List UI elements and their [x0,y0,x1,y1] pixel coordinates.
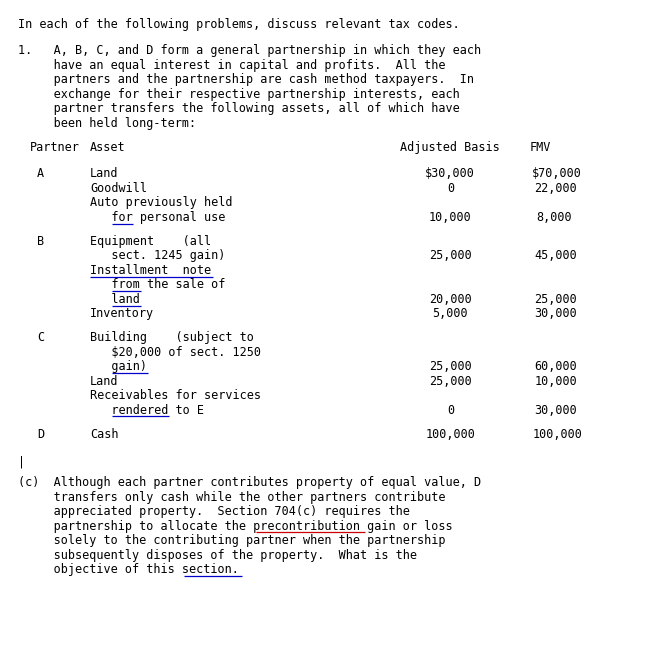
Text: transfers only cash while the other partners contribute: transfers only cash while the other part… [18,491,446,504]
Text: have an equal interest in capital and profits.  All the: have an equal interest in capital and pr… [18,58,446,71]
Text: Equipment    (all: Equipment (all [90,234,211,248]
Text: Inventory: Inventory [90,307,154,320]
Text: sect. 1245 gain): sect. 1245 gain) [90,250,225,262]
Text: objective of this section.: objective of this section. [18,563,239,576]
Text: Building    (subject to: Building (subject to [90,331,254,344]
Text: 22,000: 22,000 [535,182,577,195]
Text: FMV: FMV [530,141,551,154]
Text: exchange for their respective partnership interests, each: exchange for their respective partnershi… [18,88,460,101]
Text: 25,000: 25,000 [429,360,472,373]
Text: 8,000: 8,000 [537,211,572,224]
Text: 25,000: 25,000 [429,375,472,388]
Text: for personal use: for personal use [90,211,225,224]
Text: Partner: Partner [30,141,80,154]
Text: $20,000 of sect. 1250: $20,000 of sect. 1250 [90,346,261,359]
Text: 20,000: 20,000 [429,293,472,306]
Text: 100,000: 100,000 [425,428,475,441]
Text: 60,000: 60,000 [535,360,577,373]
Text: C: C [37,331,44,344]
Text: appreciated property.  Section 704(c) requires the: appreciated property. Section 704(c) req… [18,505,410,518]
Text: partnership to allocate the precontribution gain or loss: partnership to allocate the precontribut… [18,519,453,533]
Text: 45,000: 45,000 [535,250,577,262]
Text: rendered to E: rendered to E [90,403,204,417]
Text: Cash: Cash [90,428,118,441]
Text: Installment  note: Installment note [90,264,211,277]
Text: D: D [37,428,44,441]
Text: Land: Land [90,167,118,180]
Text: B: B [37,234,44,248]
Text: partners and the partnership are cash method taxpayers.  In: partners and the partnership are cash me… [18,73,474,86]
Text: In each of the following problems, discuss relevant tax codes.: In each of the following problems, discu… [18,18,460,31]
Text: been held long-term:: been held long-term: [18,117,196,130]
Text: Asset: Asset [90,141,126,154]
Text: gain): gain) [90,360,147,373]
Text: 0: 0 [447,182,454,195]
Text: 25,000: 25,000 [429,250,472,262]
Text: Auto previously held: Auto previously held [90,196,233,210]
Text: Goodwill: Goodwill [90,182,147,195]
Text: 5,000: 5,000 [432,307,468,320]
Text: 30,000: 30,000 [535,403,577,417]
Text: 100,000: 100,000 [532,428,582,441]
Text: partner transfers the following assets, all of which have: partner transfers the following assets, … [18,102,460,115]
Text: 25,000: 25,000 [535,293,577,306]
Text: A: A [37,167,44,180]
Text: subsequently disposes of the property.  What is the: subsequently disposes of the property. W… [18,549,417,562]
Text: from the sale of: from the sale of [90,278,225,291]
Text: 10,000: 10,000 [429,211,472,224]
Text: 0: 0 [447,403,454,417]
Text: |: | [18,456,25,469]
Text: (c)  Although each partner contributes property of equal value, D: (c) Although each partner contributes pr… [18,476,481,489]
Text: Adjusted Basis: Adjusted Basis [400,141,500,154]
Text: land: land [90,293,140,306]
Text: Receivables for services: Receivables for services [90,389,261,402]
Text: solely to the contributing partner when the partnership: solely to the contributing partner when … [18,534,446,547]
Text: 1.   A, B, C, and D form a general partnership in which they each: 1. A, B, C, and D form a general partner… [18,44,481,57]
Text: $30,000: $30,000 [425,167,475,180]
Text: 30,000: 30,000 [535,307,577,320]
Text: 10,000: 10,000 [535,375,577,388]
Text: $70,000: $70,000 [532,167,582,180]
Text: Land: Land [90,375,118,388]
